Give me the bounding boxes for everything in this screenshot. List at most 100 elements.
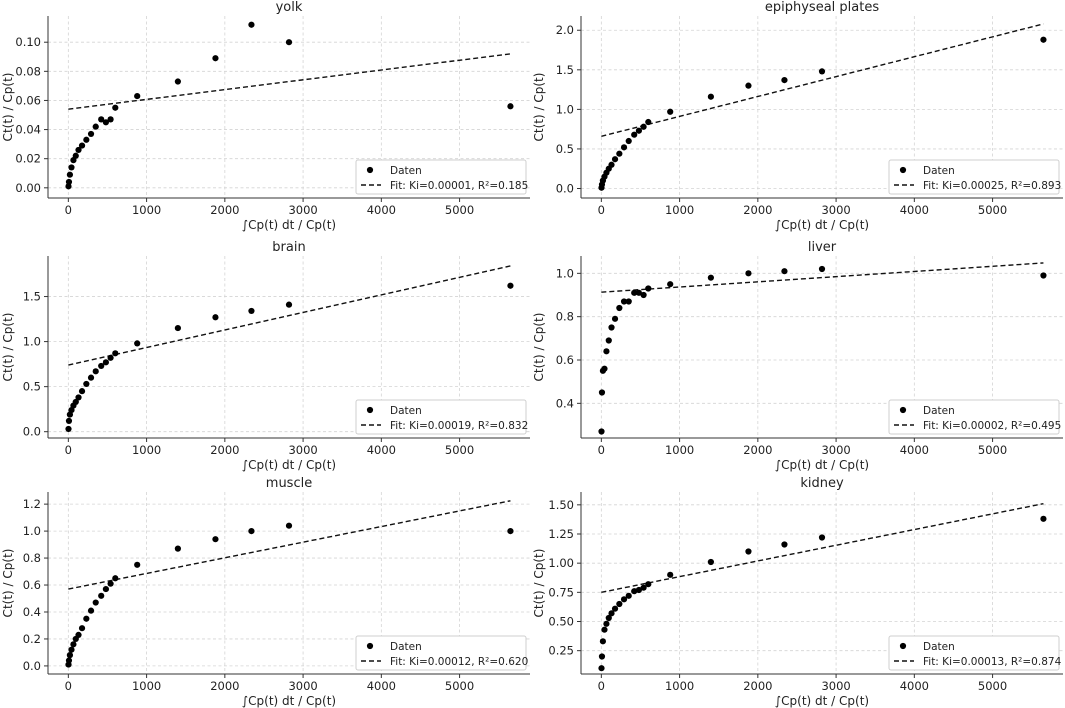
fit-line [601, 262, 1044, 293]
x-tick-label: 0 [598, 203, 605, 217]
x-tick-label: 5000 [445, 679, 474, 693]
y-tick-label: 0.5 [556, 142, 574, 156]
y-tick-label: 1.5 [23, 290, 41, 304]
data-point [78, 388, 86, 395]
subplot-brain: 0 1000 2000 3000 4000 5000 0.0 0.5 1.0 1.5 brain ∫C… [1, 240, 530, 472]
data-point [640, 584, 647, 591]
x-tick-label: 1000 [132, 679, 161, 693]
data-point [635, 586, 643, 594]
x-tick-label: 5000 [445, 443, 474, 457]
y-tick-label: 0.5 [23, 380, 41, 394]
data-point [98, 116, 105, 123]
x-tick-label: 1000 [132, 443, 161, 457]
y-axis-label: Ct(t) / Cp(t) [532, 73, 546, 142]
legend-label-fit: Fit: Ki=0.00019, R²=0.832 [390, 420, 528, 432]
x-tick-label: 2000 [743, 443, 772, 457]
x-tick-label: 4000 [367, 443, 396, 457]
data-point [707, 93, 714, 100]
y-tick-label: 2.0 [556, 23, 574, 37]
subplot-title: muscle [266, 476, 312, 491]
x-axis-label: ∫Cp(t) dt / Cp(t) [242, 458, 336, 472]
x-tick-label: 5000 [445, 203, 474, 217]
y-tick-label: 0.4 [556, 396, 574, 410]
x-tick-label: 1000 [665, 443, 694, 457]
data-point [608, 161, 615, 168]
data-point [83, 615, 90, 622]
data-point [781, 268, 788, 275]
y-tick-label: 0.2 [23, 632, 41, 646]
data-point [285, 301, 293, 308]
y-axis-label: Ct(t) / Cp(t) [1, 313, 15, 382]
data-point [65, 178, 73, 186]
data-point [72, 398, 79, 406]
x-axis-label: ∫Cp(t) dt / Cp(t) [775, 458, 869, 472]
x-tick-label: 4000 [900, 443, 929, 457]
legend-marker-points [366, 406, 374, 414]
data-point [248, 527, 255, 535]
x-tick-label: 2000 [743, 203, 772, 217]
data-point [248, 21, 255, 28]
data-point [92, 599, 99, 606]
data-point [92, 368, 99, 375]
data-point [616, 304, 623, 312]
x-tick-label: 1000 [132, 203, 161, 217]
data-point [83, 136, 90, 143]
data-point [645, 118, 652, 126]
y-tick-label: 1.0 [556, 266, 574, 280]
legend-box [888, 159, 1060, 195]
subplot-kidney: 0 1000 2000 3000 4000 5000 0.25 0.50 0.75 1.00 1.2… [532, 476, 1063, 708]
x-tick-label: 2000 [210, 679, 239, 693]
x-axis-label: ∫Cp(t) dt / Cp(t) [775, 694, 869, 708]
data-point [68, 164, 75, 171]
data-point [611, 156, 619, 163]
y-tick-label: 0.75 [548, 585, 574, 599]
data-point [65, 657, 73, 664]
legend-label-fit: Fit: Ki=0.00012, R²=0.620 [390, 656, 528, 668]
data-point [212, 536, 219, 543]
data-point [98, 362, 105, 370]
x-tick-label: 5000 [978, 443, 1007, 457]
legend-marker-points [899, 642, 907, 650]
data-point [598, 389, 606, 396]
data-point [745, 548, 752, 555]
data-point [603, 348, 610, 355]
x-tick-label: 0 [65, 679, 72, 693]
data-point [174, 545, 181, 552]
data-point [1040, 515, 1047, 522]
x-tick-label: 0 [65, 443, 72, 457]
fit-line [68, 500, 511, 590]
data-point [212, 314, 219, 321]
fit-line [601, 23, 1044, 137]
subplot-title: brain [272, 240, 305, 255]
y-tick-label: 1.00 [548, 556, 574, 570]
data-point [212, 55, 219, 62]
legend-marker-points [366, 166, 374, 174]
legend: Daten Fit: Ki=0.00012, R²=0.620 [355, 635, 528, 671]
data-point [781, 541, 788, 548]
y-tick-label: 0.8 [556, 310, 574, 324]
x-tick-label: 3000 [288, 443, 317, 457]
x-tick-label: 3000 [821, 679, 850, 693]
data-point [65, 425, 72, 433]
data-point [285, 522, 293, 529]
data-point [87, 607, 95, 614]
data-point [640, 123, 647, 130]
x-tick-label: 0 [598, 679, 605, 693]
data-point [107, 580, 114, 587]
data-point [635, 127, 643, 134]
legend-label-fit: Fit: Ki=0.00001, R²=0.185 [390, 180, 528, 192]
data-point [507, 103, 514, 110]
fit-line [68, 53, 511, 110]
data-point [102, 119, 110, 126]
x-tick-label: 0 [598, 443, 605, 457]
legend-label-fit: Fit: Ki=0.00002, R²=0.495 [923, 420, 1061, 432]
legend-box [888, 635, 1060, 671]
data-point [174, 324, 181, 332]
data-point [107, 354, 114, 361]
x-axis-label: ∫Cp(t) dt / Cp(t) [242, 218, 336, 232]
x-tick-label: 5000 [978, 203, 1007, 217]
data-point [68, 646, 75, 653]
data-point [112, 575, 119, 582]
data-point [134, 340, 141, 347]
data-point [75, 631, 82, 639]
